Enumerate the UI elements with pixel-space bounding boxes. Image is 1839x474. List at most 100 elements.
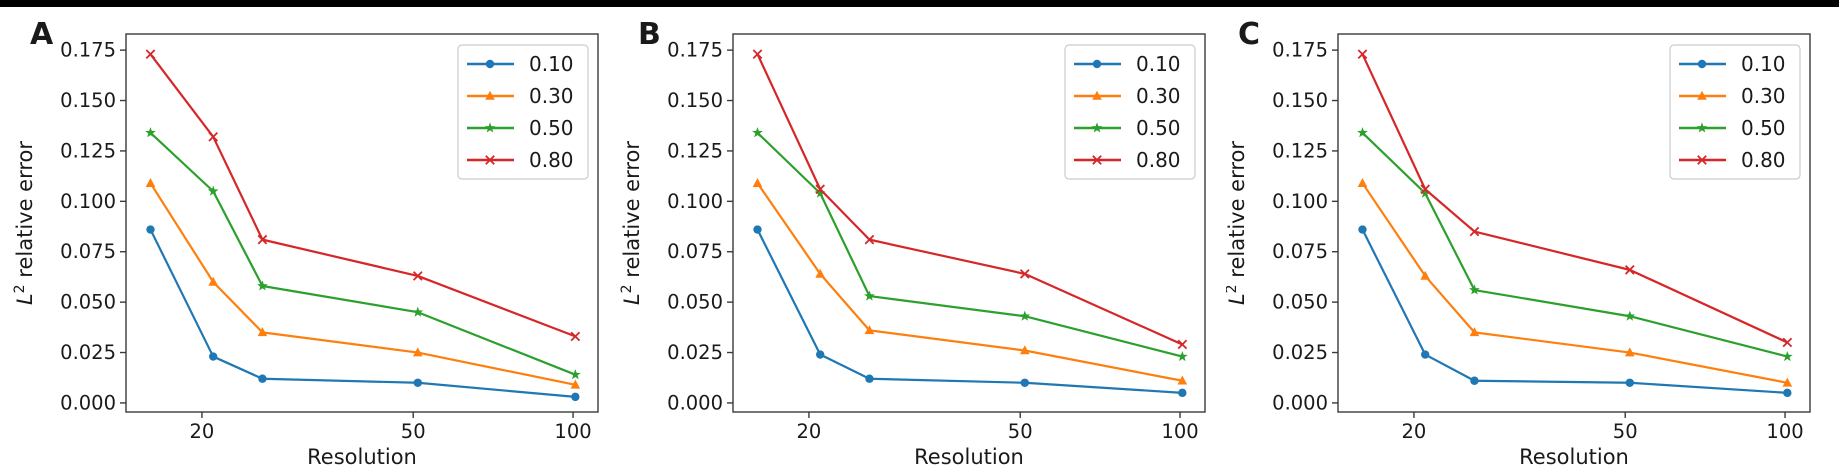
legend-label: 0.80 [529,148,574,172]
data-point-marker [412,271,423,281]
y-tick-label: 0.000 [667,391,723,414]
legend: 0.10 0.30 0.50 0.80 [1669,44,1801,180]
legend-entry: 0.10 [1679,52,1786,76]
data-point-marker [1019,310,1031,321]
legend-entry: 0.50 [467,116,574,140]
legend: 0.10 0.30 0.50 0.80 [457,44,589,180]
data-point-marker [753,225,762,234]
data-point-marker [571,392,580,402]
data-point-marker [570,331,581,342]
x-tick-label: 100 [1161,420,1198,443]
y-axis: 0.000 0.025 0.050 0.075 0.100 0.125 0.150 0.175 [60,39,126,414]
panel-label: B [638,17,661,52]
x-axis: 20 50 100 [190,412,592,443]
y-axis-label: L2 relative error [1226,141,1249,305]
data-point-marker [752,127,763,138]
data-point-marker [1357,49,1368,59]
data-point-marker [1092,59,1102,69]
data-point-marker [1092,155,1102,165]
y-tick-label: 0.050 [1272,291,1328,314]
data-point-marker [484,122,496,133]
data-point-marker [1358,225,1367,234]
data-point-marker [208,131,219,142]
panel-label: C [1238,17,1260,52]
y-tick-label: 0.000 [1272,391,1328,414]
legend: 0.10 0.30 0.50 0.80 [1064,44,1196,180]
y-tick-label: 0.025 [1272,341,1328,364]
data-point-marker [1624,265,1635,275]
data-point-marker [752,177,763,187]
legend-label: 0.10 [529,52,574,76]
legend-label: 0.50 [1136,116,1181,140]
data-point-marker [1624,347,1635,357]
chart-panel-b: 20 50 100 0.000 0.025 0.050 0.075 0.100 0.125 0.1… [619,17,1206,469]
data-point-marker [570,379,581,389]
data-point-marker [208,276,218,286]
legend-entry: 0.10 [1074,52,1181,76]
y-tick-label: 0.100 [1272,190,1328,213]
data-point-marker [146,225,155,234]
data-point-marker [485,59,495,69]
data-point-marker [1470,376,1479,385]
data-point-marker [1177,350,1188,362]
data-point-marker [1177,375,1188,385]
legend-box [457,44,589,180]
data-point-marker [257,327,268,337]
x-tick-label: 100 [1766,420,1803,443]
y-tick-label: 0.075 [1272,240,1328,263]
legend-label: 0.30 [529,84,574,108]
y-tick-label: 0.175 [60,39,116,62]
y-axis: 0.000 0.025 0.050 0.075 0.100 0.125 0.150 0.175 [1272,39,1338,414]
y-tick-label: 0.000 [60,391,116,414]
data-point-marker [1420,350,1430,359]
plot-frame [125,33,599,413]
legend-entry: 0.80 [1679,148,1786,172]
legend-label: 0.50 [1741,116,1786,140]
y-tick-label: 0.175 [667,39,723,62]
data-point-marker [1625,378,1634,387]
top-border-bar [0,0,1839,7]
data-point-marker [412,306,424,317]
x-tick-label: 20 [190,420,215,443]
data-point-marker [258,374,267,383]
data-point-marker [815,268,825,278]
data-point-marker [1020,378,1029,387]
data-point-marker [1420,270,1430,280]
data-point-marker [570,369,581,380]
y-tick-label: 0.150 [60,89,116,112]
legend-label: 0.80 [1136,148,1181,172]
data-point-marker [257,280,268,291]
data-point-marker [1178,388,1187,398]
y-axis: 0.000 0.025 0.050 0.075 0.100 0.125 0.150 0.175 [667,39,733,414]
x-tick-label: 50 [1613,420,1638,443]
y-tick-label: 0.125 [60,139,116,162]
legend-label: 0.80 [1741,148,1786,172]
x-tick-label: 20 [1402,420,1427,443]
legend-entry: 0.50 [1074,116,1181,140]
y-tick-label: 0.125 [1272,139,1328,162]
data-point-marker [485,90,495,100]
data-point-marker [865,374,874,383]
legend-entry: 0.30 [1679,84,1786,108]
data-point-marker [1624,310,1636,321]
plot-frame [1337,33,1811,413]
y-tick-label: 0.075 [667,240,723,263]
data-point-marker [864,234,875,245]
legend-entry: 0.30 [467,84,574,108]
data-point-marker [1420,184,1431,195]
data-point-marker [1782,337,1793,348]
data-point-marker [145,127,156,138]
data-point-marker [1357,127,1368,138]
y-tick-label: 0.050 [60,291,116,314]
data-point-marker [1469,226,1480,237]
x-axis-label: Resolution [1519,445,1629,469]
data-point-marker [752,49,763,59]
x-tick-label: 50 [401,420,426,443]
y-tick-label: 0.025 [667,341,723,364]
data-point-marker [1697,90,1707,100]
data-point-marker [1092,90,1102,100]
x-axis: 20 50 100 [1402,412,1804,443]
data-point-marker [145,49,156,59]
data-point-marker [1019,345,1030,355]
data-point-marker [1177,339,1188,350]
